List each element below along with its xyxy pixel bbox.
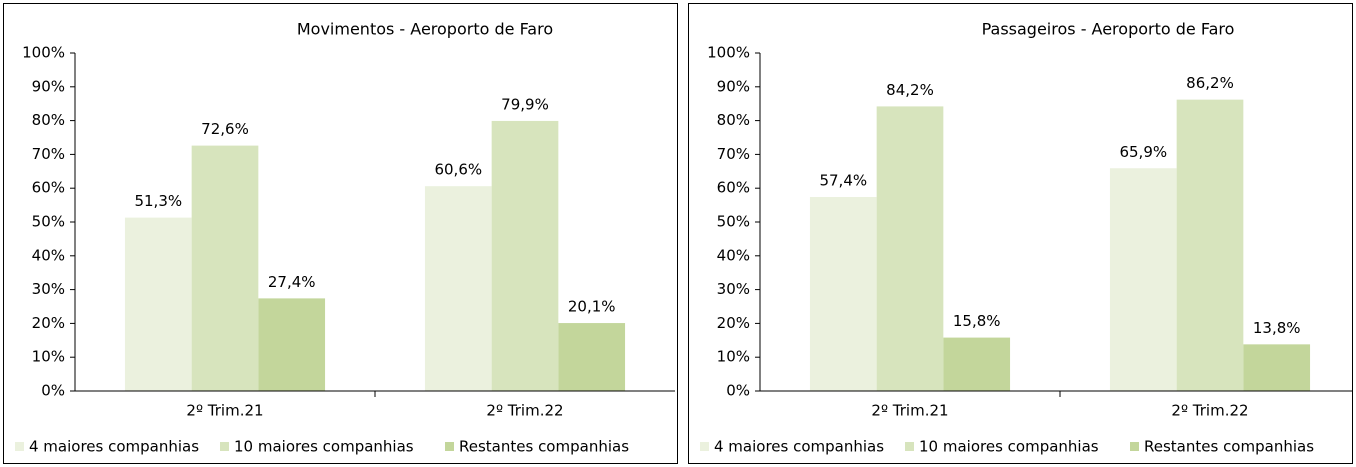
- data-label: 86,2%: [1186, 74, 1234, 92]
- x-tick-label: 2º Trim.21: [871, 402, 948, 420]
- y-tick-label: 100%: [707, 44, 750, 62]
- y-tick-label: 0%: [41, 382, 65, 400]
- data-label: 20,1%: [568, 298, 616, 316]
- legend-swatch: [1130, 442, 1139, 451]
- legend-swatch: [700, 442, 709, 451]
- bar: [424, 186, 492, 391]
- y-tick-label: 0%: [726, 382, 750, 400]
- y-tick-label: 40%: [32, 246, 65, 264]
- bar: [1176, 99, 1244, 392]
- y-tick-label: 70%: [32, 145, 65, 163]
- x-tick-label: 2º Trim.22: [1171, 402, 1248, 420]
- legend-label: 10 maiores companhias: [919, 438, 1099, 456]
- y-tick-label: 30%: [717, 280, 750, 298]
- legend-swatch: [15, 442, 24, 451]
- data-label: 72,6%: [201, 120, 249, 138]
- legend-label: 10 maiores companhias: [234, 438, 414, 456]
- y-tick-label: 80%: [32, 111, 65, 129]
- bar: [876, 106, 944, 392]
- y-tick-label: 80%: [717, 111, 750, 129]
- bar: [258, 298, 326, 391]
- data-label: 15,8%: [953, 312, 1001, 330]
- chart-border: [3, 3, 678, 464]
- y-tick-label: 90%: [32, 77, 65, 95]
- y-tick-label: 20%: [717, 314, 750, 332]
- legend-label: Restantes companhias: [459, 438, 629, 456]
- y-tick-label: 100%: [22, 44, 65, 62]
- y-tick-label: 30%: [32, 280, 65, 298]
- data-label: 84,2%: [886, 81, 934, 99]
- chart: Movimentos - Aeroporto de Faro 0% 10% 20% 3…: [3, 3, 678, 464]
- y-tick-label: 10%: [32, 348, 65, 366]
- bar: [491, 120, 559, 392]
- data-label: 79,9%: [501, 95, 549, 113]
- y-tick-label: 60%: [32, 179, 65, 197]
- legend-label: Restantes companhias: [1144, 438, 1314, 456]
- data-label: 27,4%: [268, 273, 316, 291]
- chart: Passageiros - Aeroporto de Faro 0% 10% 20%…: [688, 3, 1353, 464]
- bar: [809, 196, 877, 391]
- y-tick-label: 50%: [717, 213, 750, 231]
- bar: [124, 217, 192, 391]
- x-tick-label: 2º Trim.21: [186, 402, 263, 420]
- y-tick-label: 70%: [717, 145, 750, 163]
- legend-label: 4 maiores companhias: [714, 438, 884, 456]
- x-tick-label: 2º Trim.22: [486, 402, 563, 420]
- bar: [558, 323, 626, 391]
- legend-swatch: [220, 442, 229, 451]
- y-tick-label: 50%: [32, 213, 65, 231]
- bar: [191, 145, 259, 391]
- bar: [943, 337, 1011, 391]
- data-label: 65,9%: [1119, 143, 1167, 161]
- data-label: 13,8%: [1253, 319, 1301, 337]
- legend-swatch: [445, 442, 454, 451]
- y-tick-label: 40%: [717, 246, 750, 264]
- bar: [1243, 344, 1311, 391]
- chart-title: Movimentos - Aeroporto de Faro: [297, 20, 553, 39]
- data-label: 60,6%: [434, 161, 482, 179]
- legend-label: 4 maiores companhias: [29, 438, 199, 456]
- y-tick-label: 10%: [717, 348, 750, 366]
- y-tick-label: 90%: [717, 77, 750, 95]
- legend-swatch: [905, 442, 914, 451]
- y-tick-label: 20%: [32, 314, 65, 332]
- chart-border: [688, 3, 1353, 464]
- chart-title: Passageiros - Aeroporto de Faro: [982, 20, 1235, 39]
- y-tick-label: 60%: [717, 179, 750, 197]
- bar: [1109, 168, 1177, 391]
- data-label: 57,4%: [819, 171, 867, 189]
- data-label: 51,3%: [134, 192, 182, 210]
